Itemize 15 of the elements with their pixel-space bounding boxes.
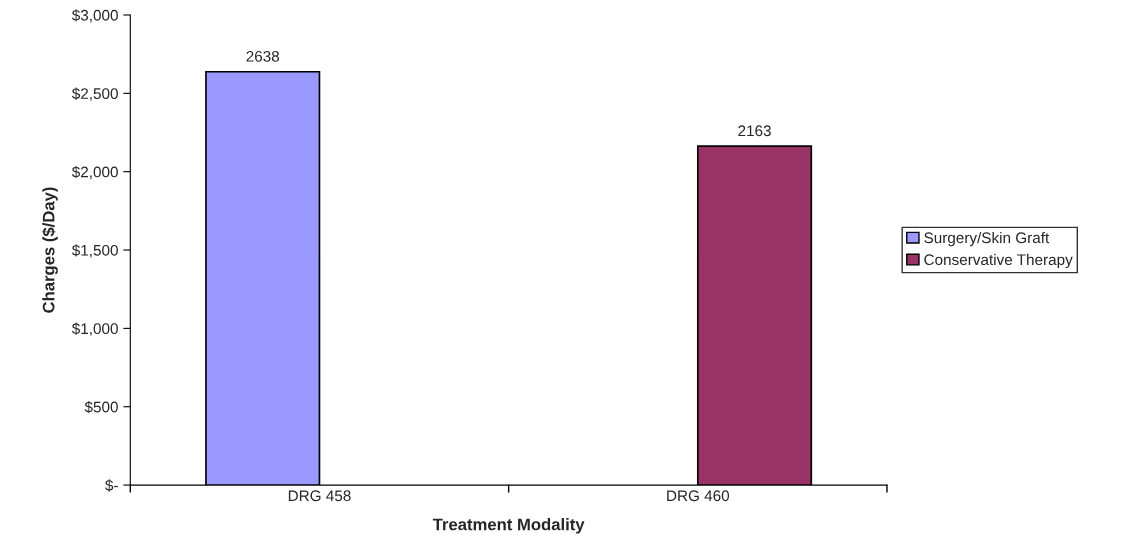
y-tick-label: $500 bbox=[84, 400, 118, 414]
y-tick-label: $3,000 bbox=[71, 9, 118, 23]
data-label: 2638 bbox=[246, 50, 280, 62]
x-tick-label: DRG 460 bbox=[667, 490, 730, 502]
x-tick-label: DRG 458 bbox=[288, 490, 351, 502]
y-axis-title: Charges ($/Day) bbox=[41, 187, 58, 313]
data-label: 2163 bbox=[738, 125, 771, 137]
legend-label: Conservative Therapy bbox=[924, 253, 1073, 269]
y-tick-label: $1,000 bbox=[71, 322, 118, 336]
y-tick-label: $2,500 bbox=[71, 87, 118, 101]
y-tick-label: $2,000 bbox=[71, 165, 118, 180]
x-axis-title: Treatment Modality bbox=[432, 518, 585, 534]
legend-label: Surgery/Skin Graft bbox=[924, 231, 1050, 247]
y-tick-label: $1,500 bbox=[71, 244, 118, 258]
y-tick-label: $- bbox=[105, 479, 118, 492]
